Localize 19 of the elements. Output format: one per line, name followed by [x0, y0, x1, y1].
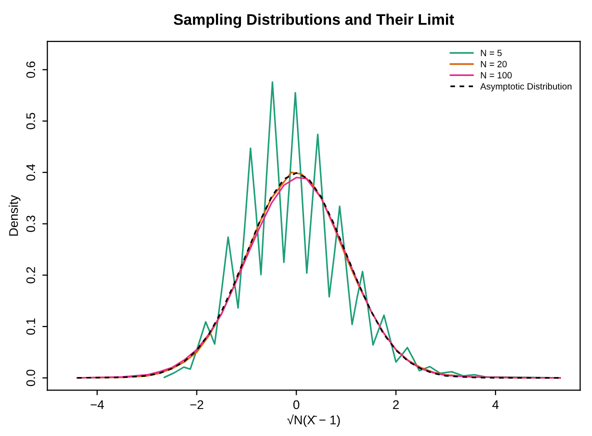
y-tick-label: 0.3	[26, 216, 36, 232]
x-tick-label: 4	[492, 400, 499, 409]
legend-label: N = 5	[480, 50, 502, 56]
y-tick-label: 0.0	[26, 370, 36, 386]
legend-label: N = 100	[480, 72, 512, 78]
x-tick-label: −4	[90, 400, 104, 409]
x-tick-label: −2	[190, 400, 204, 409]
y-axis-title: Density	[8, 195, 20, 236]
x-tick-label: 2	[393, 400, 399, 409]
y-tick-label: 0.1	[26, 318, 36, 335]
x-tick-label: 0	[293, 400, 300, 410]
legend-label: Asymptotic Distribution	[480, 82, 572, 92]
y-tick-label: 0.2	[26, 267, 36, 284]
x-axis-title: √N(X̄ − 1)	[287, 414, 340, 427]
y-tick-label: 0.5	[26, 112, 36, 130]
legend-label: N = 20	[480, 60, 507, 68]
y-tick-label: 0.6	[26, 62, 36, 78]
y-tick-label: 0.4	[26, 164, 36, 181]
chart-title: Sampling Distributions and Their Limit	[174, 14, 454, 28]
